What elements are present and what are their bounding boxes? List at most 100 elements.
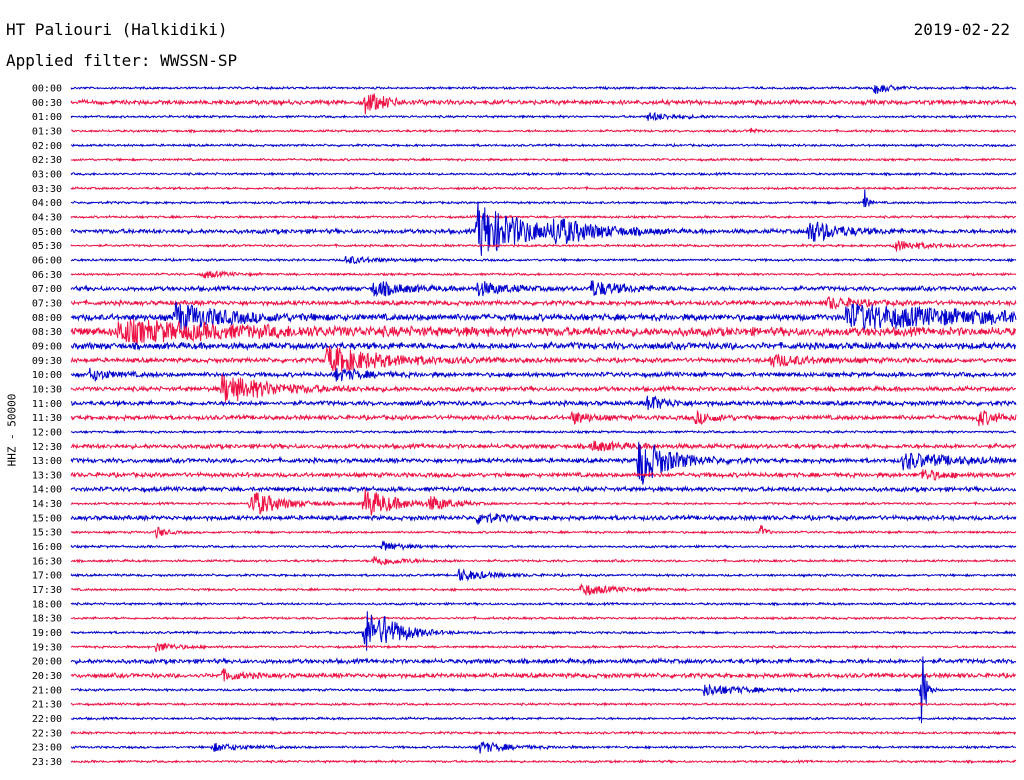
row-time-label: 18:00	[32, 599, 62, 610]
row-time-label: 15:30	[32, 528, 62, 539]
trace-line	[70, 185, 1017, 191]
row-time-label: 07:30	[32, 298, 62, 309]
trace-line	[70, 367, 1017, 382]
trace-line	[70, 441, 1017, 485]
trace-line	[70, 93, 1017, 115]
row-time-label: 01:00	[32, 112, 62, 123]
row-time-label: 00:30	[32, 98, 62, 109]
row-time-label: 06:00	[32, 255, 62, 266]
trace-line	[70, 582, 1017, 597]
row-time-label: 11:30	[32, 413, 62, 424]
trace-line	[70, 340, 1017, 352]
row-time-label: 12:00	[32, 427, 62, 438]
trace-line	[70, 615, 1017, 621]
trace-line	[70, 189, 1017, 208]
row-time-label: 03:30	[32, 184, 62, 195]
trace-line	[70, 269, 1017, 279]
row-time-label: 20:30	[32, 671, 62, 682]
row-time-label: 10:30	[32, 384, 62, 395]
row-time-label: 04:00	[32, 198, 62, 209]
trace-line	[70, 601, 1017, 607]
trace-line	[70, 656, 1016, 724]
row-time-label: 23:30	[32, 757, 62, 768]
trace-line	[70, 642, 1017, 652]
row-time-label: 07:00	[32, 284, 62, 295]
row-time-label: 16:30	[32, 556, 62, 567]
trace-line	[70, 255, 1017, 265]
trace-line	[70, 525, 1017, 539]
trace-line	[70, 540, 1017, 552]
trace-line	[70, 345, 1017, 374]
trace-line	[70, 488, 1017, 516]
row-time-label: 13:00	[32, 456, 62, 467]
row-time-label: 03:00	[32, 169, 62, 180]
row-time-label: 13:30	[32, 470, 62, 481]
trace-line	[70, 668, 1017, 682]
trace-line	[70, 319, 1017, 346]
row-time-label: 10:00	[32, 370, 62, 381]
row-time-label: 14:00	[32, 485, 62, 496]
row-time-label: 19:30	[32, 642, 62, 653]
row-time-label: 18:30	[32, 614, 62, 625]
row-time-label: 04:30	[32, 212, 62, 223]
trace-line	[70, 409, 1017, 427]
row-time-label: 09:00	[32, 341, 62, 352]
row-time-label: 02:30	[32, 155, 62, 166]
trace-line	[70, 701, 1017, 707]
row-time-label: 00:00	[32, 84, 62, 95]
trace-line	[70, 302, 1017, 332]
trace-line	[70, 440, 1017, 452]
row-time-label: 17:30	[32, 585, 62, 596]
trace-line	[70, 142, 1017, 148]
trace-line	[70, 730, 1016, 736]
trace-line	[70, 758, 1017, 765]
trace-line	[70, 469, 1017, 481]
row-time-label: 01:30	[32, 126, 62, 137]
row-time-label: 23:00	[32, 743, 62, 754]
row-time-label: 16:00	[32, 542, 62, 553]
row-time-label: 19:00	[32, 628, 62, 639]
row-time-label: 17:00	[32, 571, 62, 582]
trace-line	[71, 429, 1017, 435]
row-time-label: 15:00	[32, 513, 62, 524]
row-time-label: 09:30	[32, 356, 62, 367]
date-label: 2019-02-22	[913, 20, 1010, 39]
trace-line	[70, 611, 1017, 651]
trace-line	[70, 373, 1017, 402]
trace-line	[70, 296, 1017, 311]
row-time-label: 22:30	[32, 728, 62, 739]
row-time-label: 22:00	[32, 714, 62, 725]
row-time-label: 11:00	[32, 399, 62, 410]
row-time-label: 05:30	[32, 241, 62, 252]
row-time-label: 21:00	[32, 685, 62, 696]
trace-line	[70, 568, 1017, 582]
row-time-label: 05:00	[32, 227, 62, 238]
trace-line	[70, 555, 1017, 566]
row-time-label: 12:30	[32, 442, 62, 453]
trace-line	[70, 201, 1017, 256]
station-title: HT Paliouri (Halkidiki)	[6, 20, 228, 39]
trace-line	[70, 715, 1017, 722]
trace-line	[70, 395, 1017, 411]
row-time-label: 21:30	[32, 700, 62, 711]
row-time-label: 06:30	[32, 270, 62, 281]
row-time-label: 08:00	[32, 313, 62, 324]
trace-line	[70, 111, 1017, 122]
trace-line	[70, 171, 1017, 177]
row-time-label: 08:30	[32, 327, 62, 338]
row-time-label: 20:00	[32, 657, 62, 668]
trace-line	[70, 214, 1017, 220]
row-time-label: 02:00	[32, 141, 62, 152]
trace-line	[70, 127, 1017, 135]
trace-line	[70, 240, 1017, 252]
trace-line	[70, 84, 1017, 94]
filter-label: Applied filter: WWSSN-SP	[6, 51, 238, 70]
trace-line	[70, 156, 1017, 163]
trace-line	[70, 280, 1017, 298]
row-time-label: 14:30	[32, 499, 62, 510]
trace-line	[70, 484, 1017, 494]
trace-line	[70, 512, 1017, 525]
trace-line	[70, 741, 1017, 754]
